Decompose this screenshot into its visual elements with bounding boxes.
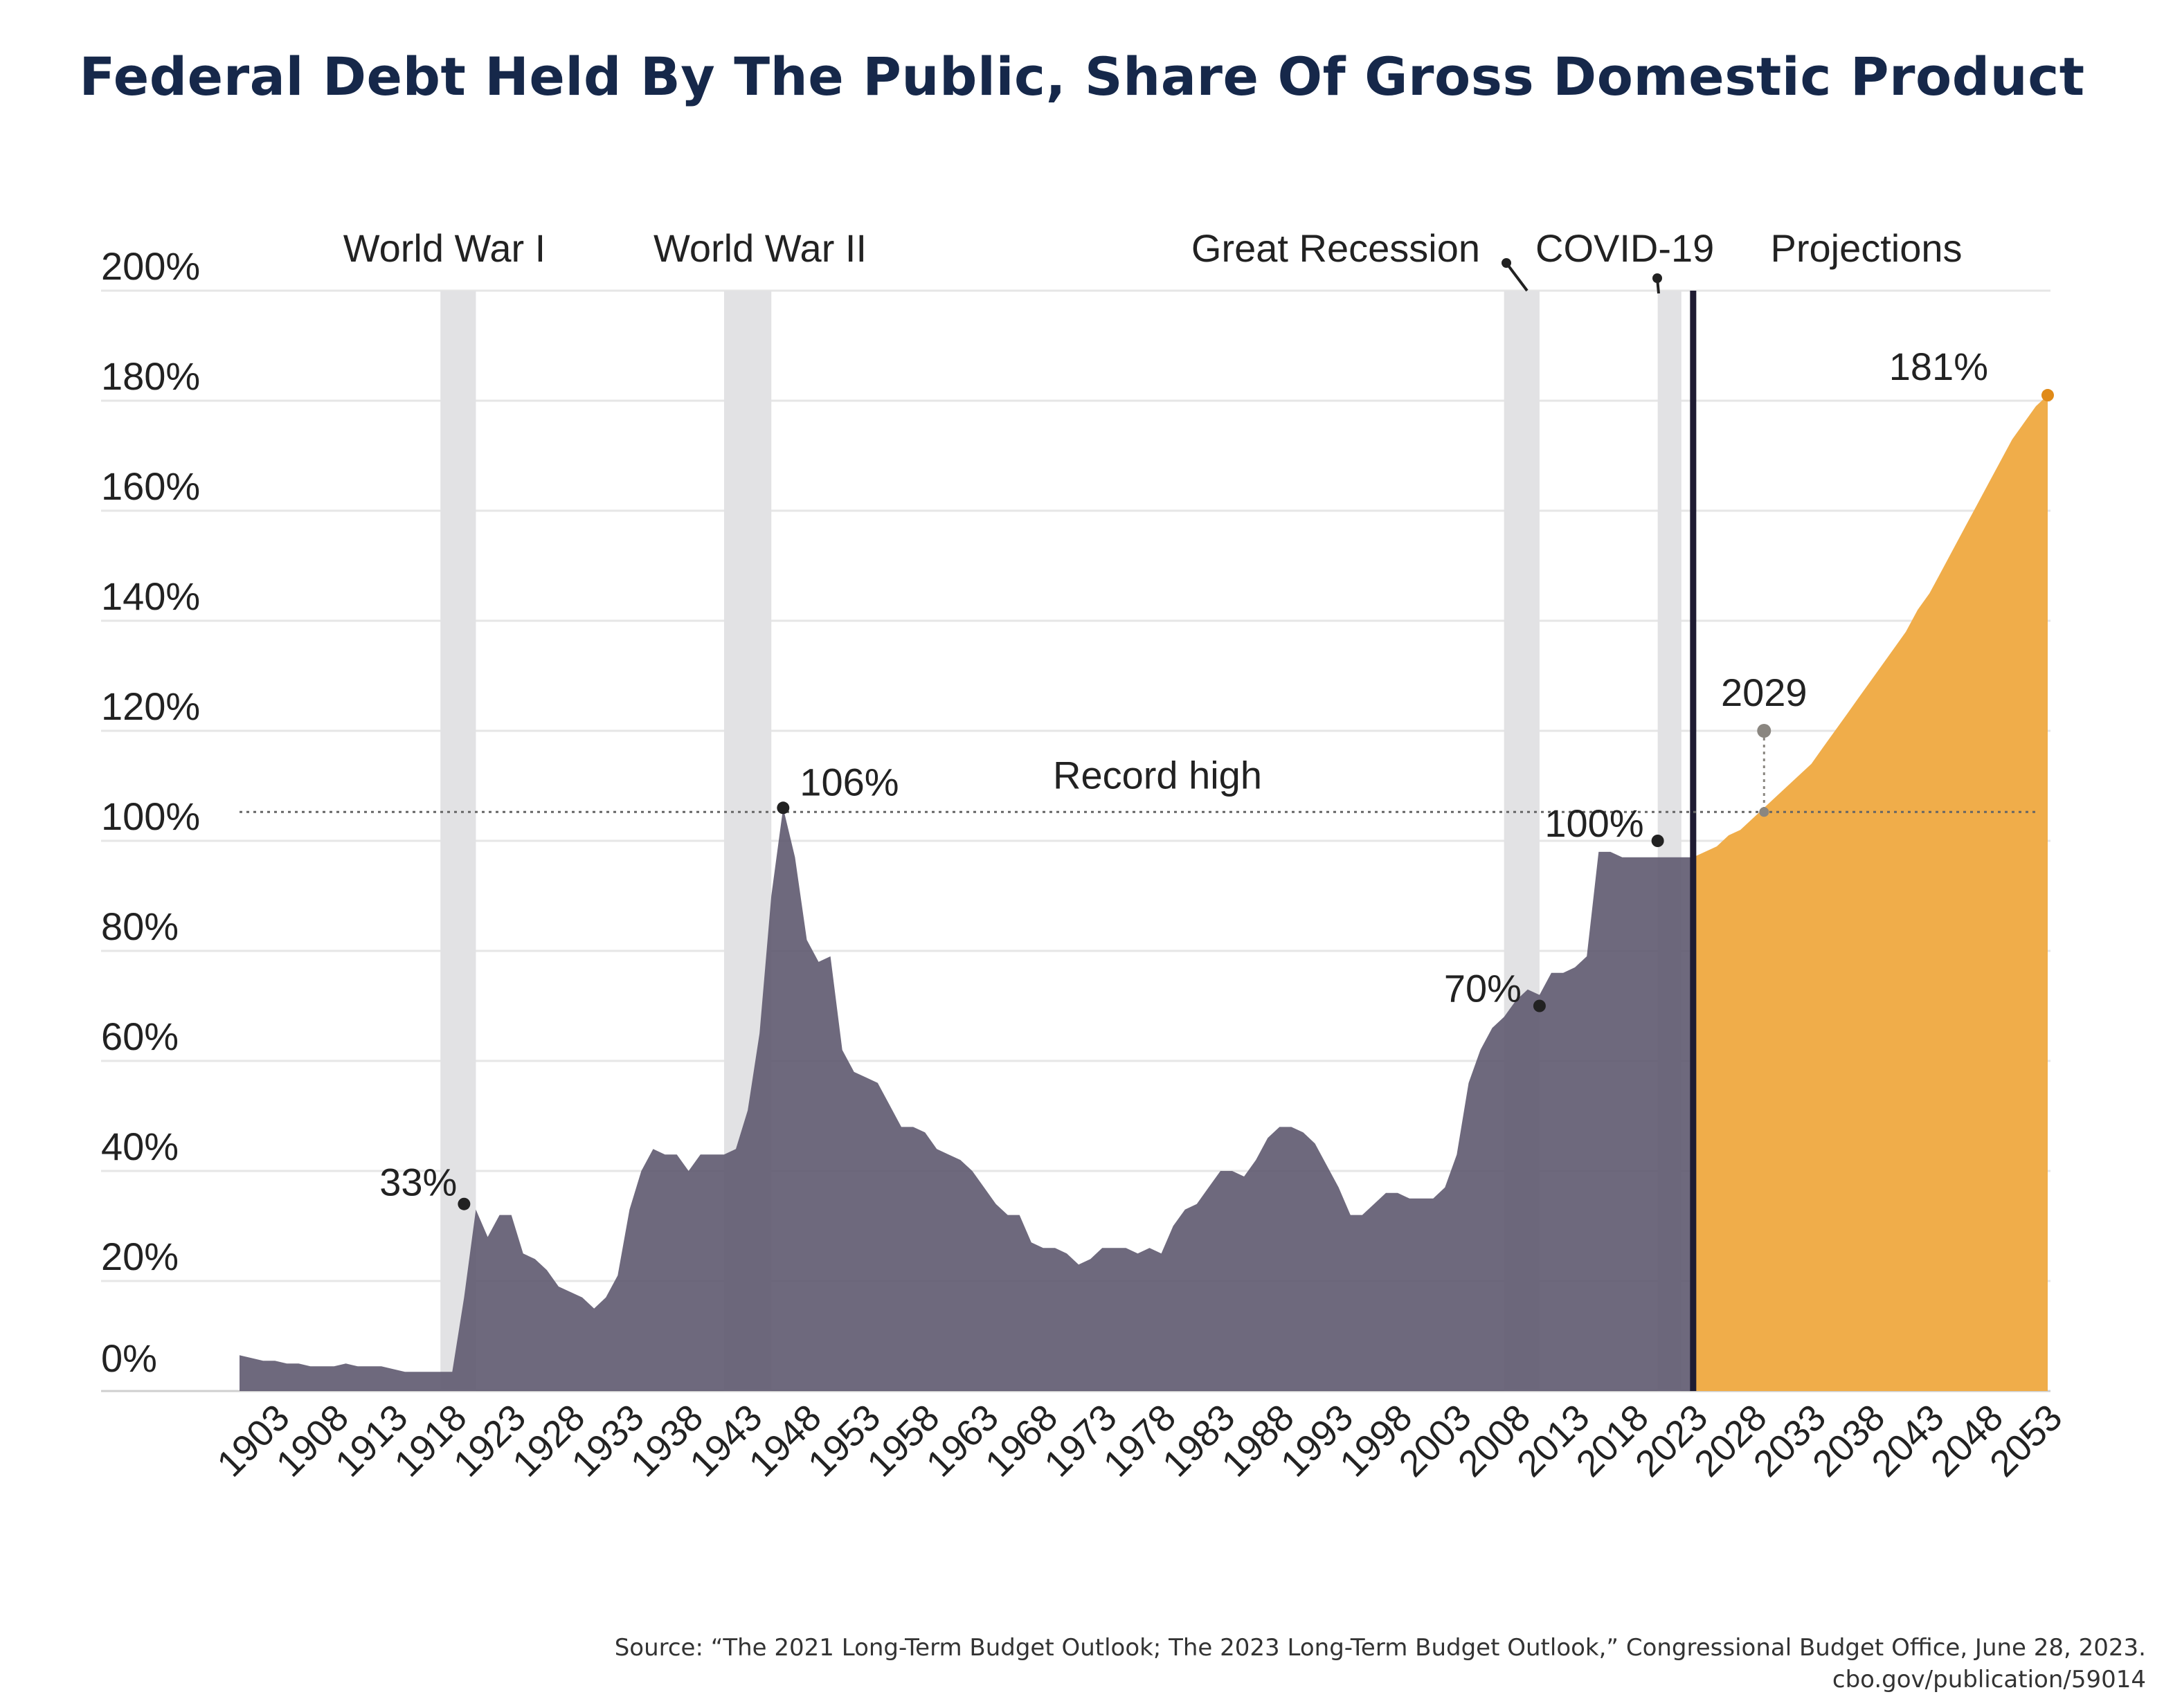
- annotations: World War I World War II Great Recession CO…: [343, 226, 2054, 1210]
- annotation-label: 181%: [1889, 345, 1988, 388]
- record-high-line: Record high: [240, 753, 2038, 813]
- annotation-dot: [1757, 724, 1771, 738]
- annotation-label: 106%: [800, 760, 899, 803]
- annotation-dot: [777, 801, 790, 815]
- projections-label: Projections: [1770, 226, 1962, 270]
- annotation-dot: [1533, 999, 1546, 1012]
- record-high-label: Record high: [1053, 753, 1262, 797]
- period-label: World War I: [343, 226, 545, 270]
- y-tick-label: 200%: [101, 244, 200, 288]
- great-recession-leader-dot: [1502, 258, 1511, 268]
- annotation-dot: [458, 1197, 471, 1210]
- y-tick-label: 20%: [101, 1235, 179, 1278]
- y-tick-label: 160%: [101, 464, 200, 508]
- historical-debt-area: [240, 808, 1693, 1391]
- y-tick-label: 140%: [101, 574, 200, 618]
- y-tick-label: 40%: [101, 1125, 179, 1168]
- y-tick-label: 80%: [101, 905, 179, 948]
- annotation-label: 70%: [1444, 967, 1522, 1010]
- covid-leader-dot: [1652, 273, 1662, 283]
- data-areas: [240, 291, 2048, 1391]
- y-tick-label: 180%: [101, 354, 200, 398]
- projected-debt-area: [1693, 395, 2048, 1391]
- annotation-dot: [2041, 389, 2054, 402]
- annotation-label: 2029: [1721, 671, 1807, 714]
- annotation-label: 33%: [379, 1161, 457, 1204]
- y-tick-label: 60%: [101, 1015, 179, 1058]
- y-tick-label: 120%: [101, 684, 200, 728]
- annotation-dot: [1651, 835, 1664, 847]
- period-label: Great Recession: [1191, 226, 1480, 270]
- source-url: cbo.gov/publication/59014: [1832, 1666, 2146, 1693]
- chart-title: Federal Debt Held By The Public, Share O…: [79, 46, 2085, 107]
- great-recession-leader: [1505, 262, 1529, 292]
- y-tick-label: 0%: [101, 1336, 157, 1380]
- annotation-label: 100%: [1544, 801, 1643, 845]
- source-citation: Source: “The 2021 Long-Term Budget Outlo…: [614, 1634, 2146, 1662]
- shaded-period: [440, 291, 476, 1391]
- source-note: Source: “The 2021 Long-Term Budget Outlo…: [615, 1632, 2146, 1696]
- period-label: COVID-19: [1535, 226, 1714, 270]
- period-label: World War II: [653, 226, 867, 270]
- crossing-2029-dot: [1759, 807, 1769, 817]
- y-tick-label: 100%: [101, 794, 200, 838]
